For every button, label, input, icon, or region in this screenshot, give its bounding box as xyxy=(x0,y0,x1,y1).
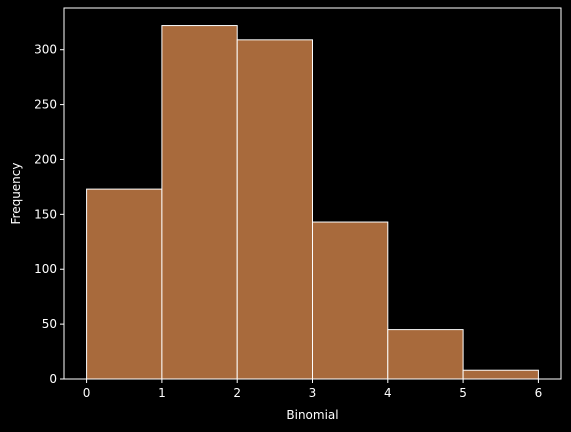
x-tick-label: 5 xyxy=(459,386,467,400)
histogram-bar-0 xyxy=(86,188,163,380)
histogram-bar-5 xyxy=(462,369,539,380)
x-tick-label: 4 xyxy=(384,386,392,400)
histogram-bar-3 xyxy=(312,221,389,380)
y-tick-label: 200 xyxy=(34,152,57,166)
y-tick-label: 50 xyxy=(42,317,57,331)
x-axis-ticks: 0 1 2 3 4 5 6 xyxy=(83,379,542,400)
x-tick-label: 3 xyxy=(309,386,317,400)
y-tick-label: 150 xyxy=(34,207,57,221)
x-tick-label: 1 xyxy=(158,386,166,400)
y-tick-label: 100 xyxy=(34,262,57,276)
y-axis-ticks: 0 50 100 150 200 250 300 xyxy=(34,43,64,386)
histogram-bar-1 xyxy=(161,25,238,380)
histogram-bar-4 xyxy=(387,329,464,380)
histogram-bar-2 xyxy=(236,39,314,380)
y-tick-label: 250 xyxy=(34,98,57,112)
x-tick-label: 6 xyxy=(535,386,543,400)
y-tick-label: 0 xyxy=(49,372,57,386)
x-tick-label: 2 xyxy=(233,386,241,400)
bars-group xyxy=(86,25,539,380)
x-tick-label: 0 xyxy=(83,386,91,400)
y-tick-label: 300 xyxy=(34,43,57,57)
y-axis-label: Frequency xyxy=(9,163,23,225)
x-axis-label: Binomial xyxy=(286,408,338,422)
